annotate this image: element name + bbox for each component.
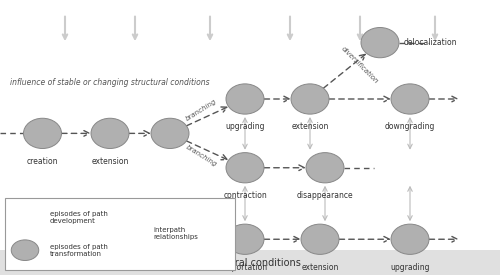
Ellipse shape [226, 224, 264, 254]
Text: creation: creation [27, 157, 58, 166]
Ellipse shape [226, 153, 264, 183]
Text: extension: extension [292, 122, 329, 131]
Ellipse shape [391, 84, 429, 114]
Ellipse shape [291, 84, 329, 114]
Ellipse shape [301, 224, 339, 254]
Text: contraction: contraction [223, 191, 267, 200]
Text: downgrading: downgrading [385, 122, 435, 131]
Bar [0, 250, 500, 275]
Text: structural conditions: structural conditions [200, 258, 300, 268]
Ellipse shape [226, 84, 264, 114]
Text: disappearance: disappearance [296, 191, 354, 200]
Ellipse shape [306, 153, 344, 183]
Ellipse shape [361, 28, 399, 58]
Text: importation: importation [222, 263, 268, 272]
Ellipse shape [24, 118, 62, 148]
Ellipse shape [391, 224, 429, 254]
Text: extension: extension [302, 263, 339, 272]
Text: episodes of path
development: episodes of path development [50, 211, 108, 224]
Text: episodes of path
transformation: episodes of path transformation [50, 244, 108, 257]
Text: diversification: diversification [340, 45, 380, 84]
Ellipse shape [91, 118, 129, 148]
Text: extension: extension [92, 157, 128, 166]
Bar [5, 198, 235, 270]
Text: upgrading: upgrading [225, 122, 265, 131]
Text: upgrading: upgrading [390, 263, 430, 272]
Text: interpath
relationships: interpath relationships [153, 227, 198, 240]
Ellipse shape [151, 118, 189, 148]
Text: influence of stable or changing structural conditions: influence of stable or changing structur… [10, 78, 209, 87]
Text: delocalization: delocalization [404, 38, 458, 47]
Text: branching: branching [185, 98, 218, 122]
Ellipse shape [11, 240, 39, 260]
Text: branching: branching [185, 144, 218, 167]
